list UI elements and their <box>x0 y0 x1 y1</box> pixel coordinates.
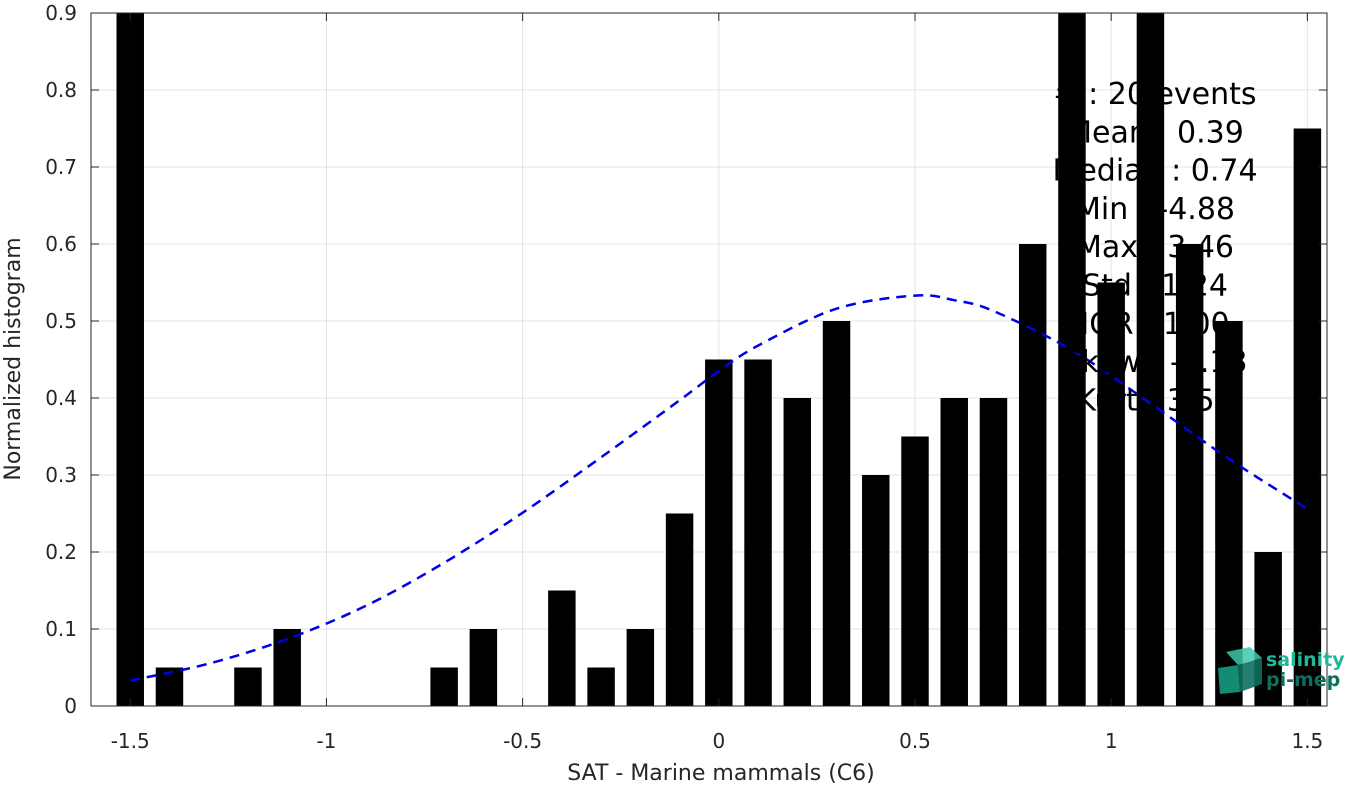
axis-ticks <box>91 12 1327 707</box>
y-tick-label: 0.4 <box>45 386 77 410</box>
x-tick-label: -1 <box>316 729 336 753</box>
y-tick-label: 0.8 <box>45 78 77 102</box>
stats-line: IQR : 1.00 <box>1080 307 1229 342</box>
x-tick-label: -1.5 <box>111 729 150 753</box>
stats-line: Max : 3.46 <box>1076 230 1234 265</box>
histogram-bar <box>783 398 812 706</box>
histogram-bar <box>1018 244 1047 706</box>
x-tick-label: 0 <box>712 729 725 753</box>
histogram-bar <box>234 667 262 706</box>
histogram-bar <box>587 667 615 706</box>
y-tick-label: 0 <box>64 694 77 718</box>
x-tick-label: -0.5 <box>503 729 542 753</box>
stats-line: Skew : -1.13 <box>1062 345 1247 380</box>
stats-line: Median : 0.74 <box>1052 154 1257 189</box>
histogram-bar <box>1215 321 1243 706</box>
plot-frame <box>90 12 1328 707</box>
histogram-bar <box>665 513 694 706</box>
histogram-bar <box>1097 282 1125 706</box>
histogram-bar <box>940 398 968 706</box>
histogram-bar <box>1175 244 1204 706</box>
histogram-bar <box>705 359 733 706</box>
histogram-bar <box>469 629 498 706</box>
histogram-bar <box>901 436 929 706</box>
stats-line: # : 20 events <box>1053 77 1256 112</box>
y-tick-label: 0.2 <box>45 540 77 564</box>
stats-line: Std : 1.24 <box>1082 269 1228 304</box>
stats-line: Min : -4.88 <box>1075 192 1235 227</box>
x-tick-label: 0.5 <box>899 729 931 753</box>
y-tick-label: 0.1 <box>45 617 77 641</box>
histogram-bars <box>116 13 1322 706</box>
stats-line: Kurt : 3.50 <box>1076 383 1233 418</box>
stats-line: Mean : 0.39 <box>1066 115 1244 150</box>
histogram-bar <box>822 321 851 706</box>
y-tick-label: 0.7 <box>45 155 77 179</box>
cube-logo-icon <box>1218 647 1262 694</box>
histogram-bar <box>1293 128 1322 706</box>
y-axis-title: Normalized histogram <box>1 237 26 480</box>
x-axis-title: SAT - Marine mammals (C6) <box>567 761 875 785</box>
y-tick-label: 0.5 <box>45 309 77 333</box>
histogram-bar <box>1058 13 1086 706</box>
histogram-bar <box>626 629 655 706</box>
y-tick-label: 0.6 <box>45 232 77 256</box>
histogram-bar <box>430 667 458 706</box>
logo-text-salinity: salinity <box>1266 649 1345 671</box>
normal-fit-curve <box>129 294 1309 682</box>
y-tick-label: 0.3 <box>45 463 77 487</box>
x-tick-label: 1 <box>1105 729 1118 753</box>
logo-text-pi-mep: pi-mep <box>1266 669 1340 691</box>
y-tick-labels: 0 0.1 0.2 0.3 0.4 0.5 0.6 0.7 0.8 0.9 <box>45 1 77 718</box>
salinity-pi-mep-logo: salinity pi-mep <box>1218 647 1345 694</box>
histogram-bar <box>744 359 772 706</box>
histogram-bar <box>979 398 1008 706</box>
histogram-bar <box>548 590 576 706</box>
histogram-bar <box>116 13 144 706</box>
histogram-bar <box>862 475 890 706</box>
histogram-bar <box>273 629 301 706</box>
histogram-bar <box>1136 13 1165 706</box>
x-tick-labels: -1.5 -1 -0.5 0 0.5 1 1.5 <box>111 729 1324 753</box>
y-tick-label: 0.9 <box>45 1 77 25</box>
x-tick-label: 1.5 <box>1291 729 1323 753</box>
